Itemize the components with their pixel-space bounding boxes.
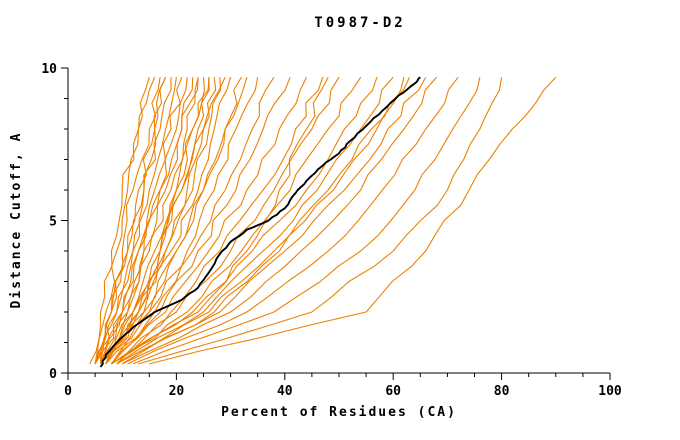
model-curve xyxy=(100,77,222,365)
model-curve xyxy=(110,76,275,365)
model-curve xyxy=(100,76,226,365)
x-tick-label: 80 xyxy=(494,384,510,399)
model-curve xyxy=(94,77,150,364)
model-curve xyxy=(89,76,156,365)
model-curve xyxy=(105,77,199,365)
y-tick-label: 5 xyxy=(49,215,57,230)
y-tick-label: 10 xyxy=(41,62,57,77)
model-curve xyxy=(132,77,481,365)
model-curve xyxy=(99,77,177,364)
x-tick-label: 20 xyxy=(169,384,185,399)
model-curve xyxy=(111,76,329,365)
x-tick-label: 60 xyxy=(385,384,401,399)
model-curve xyxy=(111,77,378,365)
model-curve xyxy=(116,76,427,365)
model-curve xyxy=(105,77,217,365)
model-curve xyxy=(105,77,210,365)
model-curve xyxy=(110,76,242,365)
model-curve xyxy=(99,76,167,365)
model-curve xyxy=(105,77,232,365)
reference-curve xyxy=(99,76,421,368)
reference-curve-line xyxy=(99,76,421,368)
y-tick-label: 0 xyxy=(49,367,57,382)
model-curve xyxy=(111,76,340,365)
model-curve xyxy=(105,76,291,365)
model-curve xyxy=(138,77,503,365)
model-curve xyxy=(121,76,410,365)
model-curve xyxy=(116,77,324,365)
model-curve xyxy=(105,77,248,365)
model-curve xyxy=(121,77,405,365)
x-tick-label: 40 xyxy=(277,384,293,399)
chart-title: T0987-D2 xyxy=(314,15,405,31)
model-curve xyxy=(99,76,183,364)
model-curve xyxy=(99,77,199,365)
y-axis-label: Distance Cutoff, A xyxy=(9,132,24,309)
x-tick-label: 0 xyxy=(64,384,72,399)
axes: 0 20 40 60 80 100 0 5 10 xyxy=(41,62,622,399)
x-axis-label: Percent of Residues (CA) xyxy=(221,405,457,420)
model-curve xyxy=(149,76,557,365)
model-curve xyxy=(94,77,172,365)
model-curve xyxy=(116,76,362,365)
model-curve xyxy=(110,76,307,365)
model-curve xyxy=(116,76,394,365)
model-curve xyxy=(94,76,167,365)
model-curves xyxy=(89,76,557,365)
model-curve xyxy=(121,76,438,365)
model-curve xyxy=(127,76,459,365)
x-tick-label: 100 xyxy=(598,384,622,399)
